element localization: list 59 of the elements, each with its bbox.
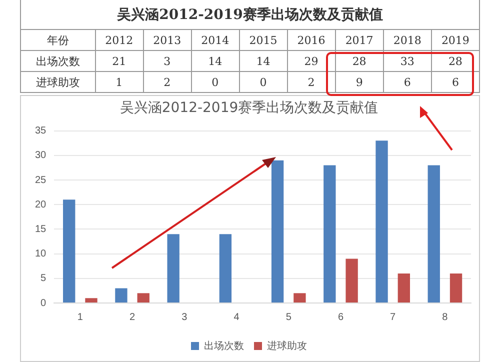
data-label: 2 bbox=[287, 72, 336, 92]
bar bbox=[294, 293, 306, 302]
data-label: 2 bbox=[143, 72, 192, 92]
data-label: 1 bbox=[95, 72, 144, 92]
bar bbox=[376, 140, 388, 302]
data-label: 0 bbox=[239, 72, 288, 92]
chart-title: 吴兴涵2012-2019赛季出场次数及贡献值 bbox=[20, 0, 480, 30]
x-tick-label: 2016 bbox=[287, 30, 336, 50]
x-tick-label: 3 bbox=[182, 312, 188, 323]
y-tick-label: 20 bbox=[35, 199, 47, 210]
text: 年份 bbox=[20, 30, 96, 50]
y-tick-label: 5 bbox=[40, 273, 47, 284]
y-tick-label: 0 bbox=[40, 298, 47, 309]
data-label: 28 bbox=[335, 50, 384, 72]
x-tick-label: 5 bbox=[286, 312, 292, 323]
x-tick-label: 6 bbox=[338, 312, 344, 323]
y-tick-label: 15 bbox=[35, 224, 47, 235]
y-tick-label: 30 bbox=[35, 150, 47, 162]
bar bbox=[167, 234, 180, 302]
chart-title: 吴兴涵2012-2019赛季出场次数及贡献值 bbox=[120, 100, 378, 116]
bar bbox=[219, 234, 232, 302]
data-label: 21 bbox=[95, 50, 144, 72]
bar bbox=[137, 293, 150, 302]
data-label: 0 bbox=[191, 72, 240, 92]
x-tick-label: 2018 bbox=[383, 30, 432, 50]
data-label: 6 bbox=[431, 72, 480, 92]
bar bbox=[63, 200, 76, 302]
data-label: 29 bbox=[287, 50, 336, 72]
bar bbox=[450, 273, 462, 302]
data-label: 9 bbox=[335, 72, 384, 92]
legend-label: 出场次数 bbox=[204, 340, 244, 352]
bar bbox=[324, 165, 336, 302]
data-label: 14 bbox=[239, 50, 288, 72]
data-label: 33 bbox=[383, 50, 432, 72]
x-tick-label: 2019 bbox=[431, 30, 480, 50]
x-tick-label: 7 bbox=[390, 312, 396, 323]
bar bbox=[346, 258, 358, 302]
x-tick-label: 2012 bbox=[95, 30, 144, 50]
y-tick-label: 25 bbox=[35, 174, 47, 186]
bar bbox=[85, 298, 98, 302]
x-tick-label: 4 bbox=[234, 312, 240, 323]
bar bbox=[115, 288, 128, 302]
x-tick-label: 2014 bbox=[191, 30, 240, 50]
data-label: 6 bbox=[383, 72, 432, 92]
bar bbox=[271, 160, 284, 302]
y-tick-label: 10 bbox=[35, 248, 47, 260]
bar bbox=[398, 273, 410, 302]
y-tick-label: 35 bbox=[35, 126, 47, 137]
data-label: 14 bbox=[191, 50, 240, 72]
x-tick-label: 2017 bbox=[335, 30, 384, 50]
x-tick-label: 8 bbox=[442, 312, 448, 323]
data-label: 3 bbox=[143, 50, 192, 72]
x-tick-label: 1 bbox=[77, 312, 84, 323]
x-tick-label: 2015 bbox=[239, 30, 288, 50]
data-label: 28 bbox=[431, 50, 480, 72]
x-tick-label: 2 bbox=[130, 312, 136, 323]
x-tick-label: 2013 bbox=[143, 30, 192, 50]
bar bbox=[428, 165, 440, 302]
legend-label: 进球助攻 bbox=[267, 340, 307, 352]
